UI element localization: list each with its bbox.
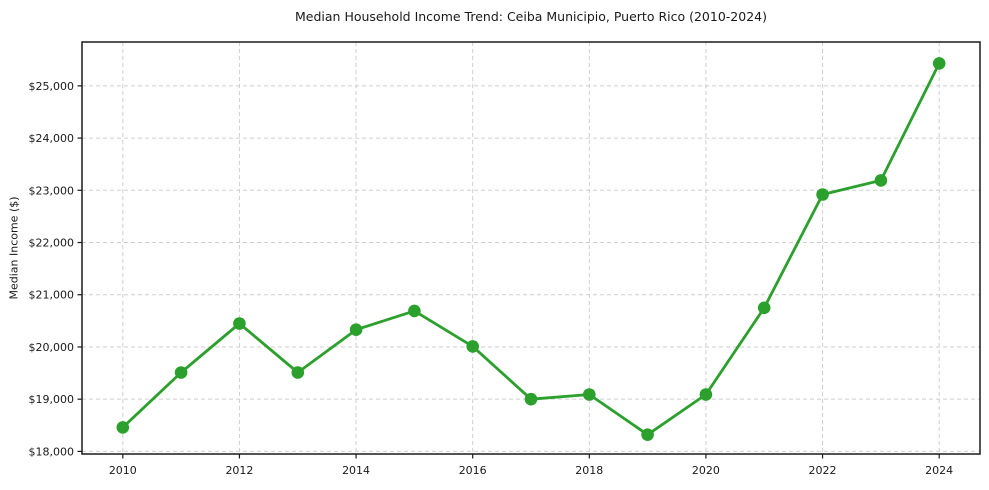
data-point-marker xyxy=(174,366,188,379)
data-point-marker xyxy=(874,174,888,187)
data-point-marker xyxy=(932,57,946,70)
data-point-marker xyxy=(349,323,363,337)
data-point-marker xyxy=(524,392,538,406)
data-point-marker xyxy=(466,340,480,353)
data-point-marker xyxy=(408,304,421,318)
plot-border xyxy=(81,41,981,455)
data-point-marker xyxy=(641,428,654,442)
x-tick-label: 2016 xyxy=(459,464,487,477)
data-point-marker xyxy=(699,388,713,401)
y-tick-label: $20,000 xyxy=(29,341,75,354)
x-tick-label: 2010 xyxy=(109,464,137,477)
data-point-marker xyxy=(583,388,596,401)
x-tick-label: 2018 xyxy=(575,464,603,477)
data-point-marker xyxy=(116,421,130,434)
data-point-marker xyxy=(291,366,305,379)
x-tick-label: 2020 xyxy=(692,464,720,477)
data-point-marker xyxy=(757,301,771,315)
y-tick-label: $19,000 xyxy=(29,393,75,406)
data-point-marker xyxy=(233,317,246,330)
x-tick-label: 2014 xyxy=(342,464,370,477)
y-tick-label: $22,000 xyxy=(29,237,75,250)
chart-title: Median Household Income Trend: Ceiba Mun… xyxy=(295,9,767,24)
x-tick-label: 2024 xyxy=(925,464,953,477)
data-point-marker xyxy=(816,188,829,201)
y-tick-label: $23,000 xyxy=(29,184,75,197)
y-tick-label: $21,000 xyxy=(29,289,75,302)
x-tick-label: 2022 xyxy=(809,464,837,477)
data-line xyxy=(121,62,941,437)
y-tick-label: $25,000 xyxy=(29,80,75,93)
x-tick-label: 2012 xyxy=(225,464,253,477)
y-tick-label: $18,000 xyxy=(29,445,75,458)
y-tick-label: $24,000 xyxy=(29,132,75,145)
